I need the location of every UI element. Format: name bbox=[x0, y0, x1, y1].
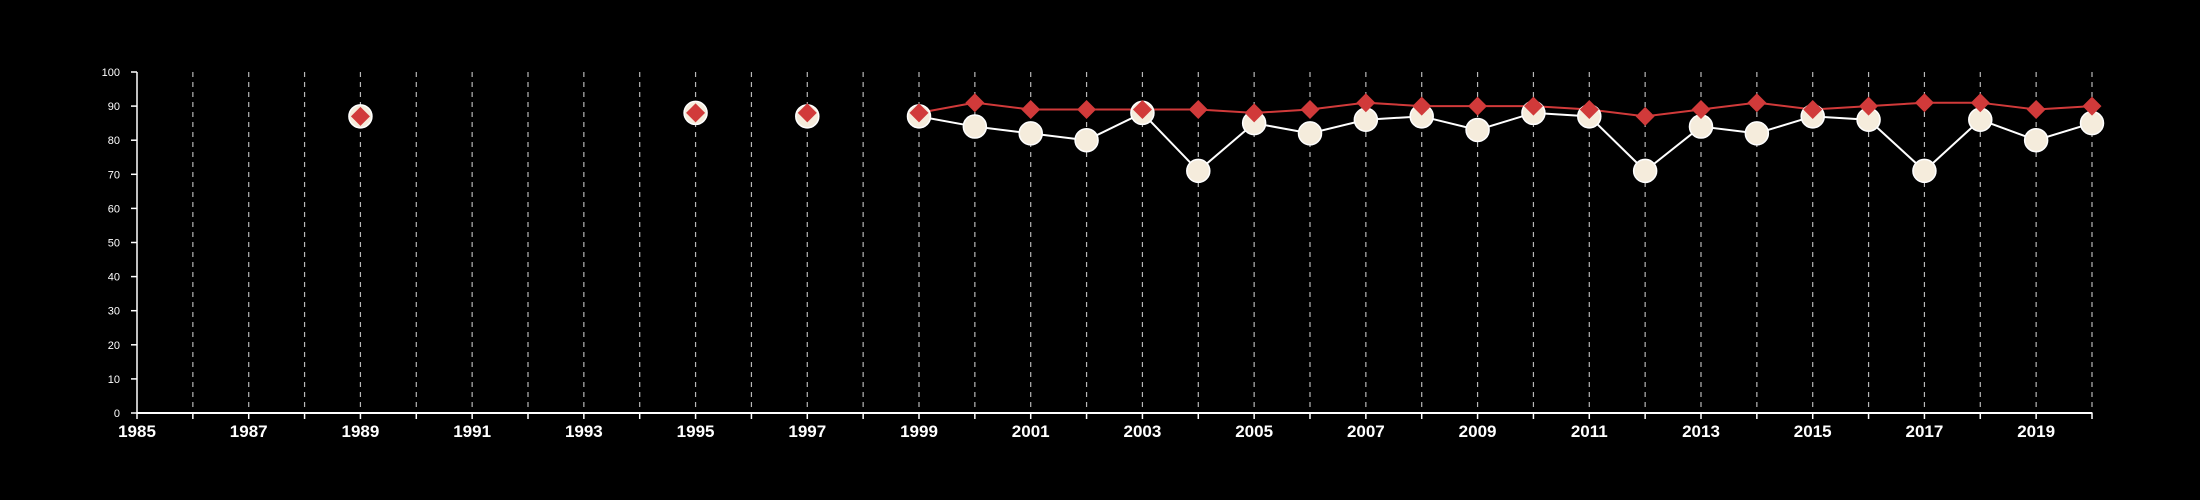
series-2-point bbox=[1132, 100, 1152, 120]
series-2-point bbox=[1803, 100, 1823, 120]
x-tick-label: 2007 bbox=[1347, 422, 1385, 441]
x-tick-label: 2011 bbox=[1571, 422, 1608, 441]
series-1-point bbox=[1074, 127, 1099, 153]
series-2-point bbox=[1970, 93, 1990, 113]
series-2-point bbox=[1412, 96, 1432, 116]
series-2-point bbox=[2082, 96, 2102, 116]
x-tick-label: 2009 bbox=[1459, 422, 1497, 441]
series-2-point bbox=[1077, 100, 1097, 120]
y-tick-label: 50 bbox=[108, 238, 120, 250]
series-2-point bbox=[1300, 100, 1320, 120]
series-2-point bbox=[797, 103, 817, 123]
x-tick-label: 2017 bbox=[1906, 422, 1944, 441]
y-tick-label: 80 bbox=[108, 135, 120, 147]
x-tick-label: 2005 bbox=[1235, 422, 1273, 441]
x-tick-label: 1987 bbox=[230, 422, 268, 441]
y-tick-label: 60 bbox=[108, 203, 120, 215]
series-2-point bbox=[965, 93, 985, 113]
y-tick-label: 30 bbox=[108, 306, 120, 318]
series-2-point bbox=[1244, 103, 1264, 123]
x-tick-label: 2013 bbox=[1682, 422, 1720, 441]
x-tick-label: 1997 bbox=[788, 422, 826, 441]
grid bbox=[192, 72, 2093, 413]
x-tick-label: 1991 bbox=[453, 422, 491, 441]
series-2-point bbox=[350, 106, 370, 126]
y-tick-label: 100 bbox=[102, 67, 120, 79]
series-1-point bbox=[1744, 121, 1770, 146]
y-tick-label: 0 bbox=[114, 408, 120, 420]
series-2-point bbox=[1914, 93, 1934, 113]
series-2-point bbox=[2026, 100, 2046, 120]
series-1-point bbox=[1186, 158, 1211, 184]
series-1-point bbox=[1297, 121, 1323, 146]
y-tick-label: 70 bbox=[108, 169, 120, 181]
y-tick-label: 10 bbox=[108, 374, 120, 386]
y-tick-label: 90 bbox=[108, 101, 120, 113]
y-tick-label: 40 bbox=[108, 272, 120, 284]
series-2-point bbox=[1356, 93, 1376, 113]
x-tick-label: 1989 bbox=[342, 422, 380, 441]
series-2-point bbox=[1859, 96, 1879, 116]
x-tick-label: 1993 bbox=[565, 422, 603, 441]
series-2-point bbox=[1188, 100, 1208, 120]
series-line-2 bbox=[918, 101, 2093, 118]
x-tick-label: 1985 bbox=[118, 422, 156, 441]
series-line-1 bbox=[918, 111, 2093, 173]
series-2-point bbox=[1579, 100, 1599, 120]
x-tick-label: 2019 bbox=[2017, 422, 2055, 441]
series-points bbox=[348, 93, 2105, 184]
series-1-point bbox=[2023, 127, 2049, 153]
x-tick-label: 2015 bbox=[1794, 422, 1832, 441]
series-2-point bbox=[1021, 100, 1041, 120]
series-2-point bbox=[1747, 93, 1767, 113]
x-tick-label: 1995 bbox=[677, 422, 715, 441]
series-1-point bbox=[962, 114, 988, 139]
series-lines bbox=[918, 101, 2093, 173]
series-1-point bbox=[1465, 117, 1490, 143]
axes: 1985 1987 1989 1991 1993 1995 1997 1999 2001 2003… bbox=[102, 67, 2093, 441]
series-1-point bbox=[1018, 121, 1043, 146]
series-1-point bbox=[1912, 158, 1937, 184]
series-2-point bbox=[909, 103, 929, 123]
series-2-point bbox=[1691, 100, 1711, 120]
series-2-point bbox=[1468, 96, 1488, 116]
series-2-point bbox=[686, 103, 706, 123]
x-tick-label: 2003 bbox=[1124, 422, 1162, 441]
series-2-point bbox=[1635, 106, 1655, 126]
series-1-point bbox=[1632, 158, 1658, 184]
series-2-point bbox=[1523, 96, 1543, 116]
x-tick-label: 2001 bbox=[1012, 422, 1050, 441]
x-tick-label: 1999 bbox=[900, 422, 938, 441]
y-tick-label: 20 bbox=[108, 340, 120, 352]
